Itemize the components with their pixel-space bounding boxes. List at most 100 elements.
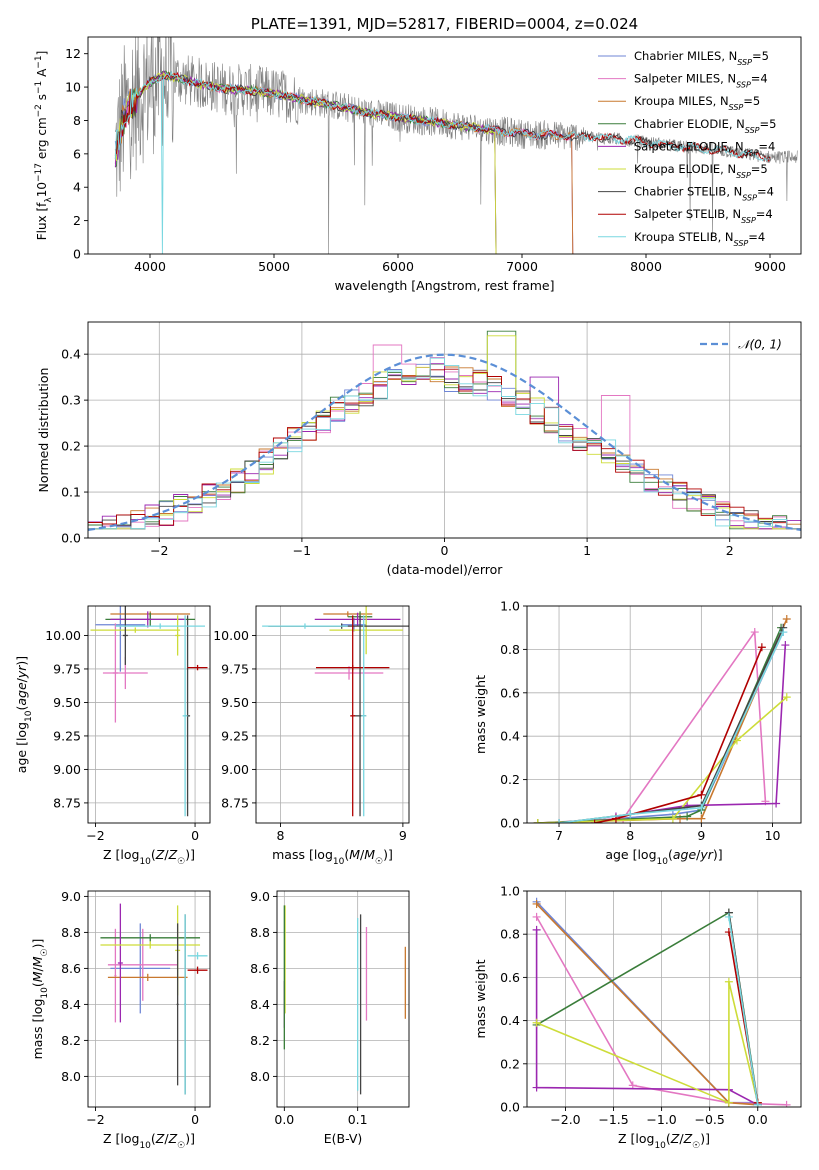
y-tick-label: 6 bbox=[73, 146, 81, 161]
legend-sub: SSP bbox=[741, 216, 756, 225]
legend-name: Salpeter MILES, N bbox=[634, 72, 736, 86]
x-axis-label: Z [log10(Z/Z☉)] bbox=[103, 1131, 195, 1151]
x-axis-label-part: )] bbox=[383, 847, 393, 862]
x-axis-label-part: / bbox=[679, 1131, 684, 1146]
model-line-salpeter-stelib bbox=[114, 71, 771, 163]
weight-point-kroupa-miles bbox=[782, 615, 791, 624]
y-tick-label: 0.6 bbox=[500, 970, 520, 985]
x-axis-label-part: )] bbox=[700, 1131, 710, 1146]
weight-point-kroupa-elodie bbox=[782, 693, 791, 702]
y-axis-label-part: erg cm bbox=[35, 117, 49, 163]
errorbar-plot-area bbox=[283, 905, 406, 1095]
mass-vs-ebv-panel: 0.0 0.1 8.0 8.2 8.4 8.6 8.8 9.0 E(B-V) bbox=[250, 889, 410, 1146]
y-axis-label-part: M bbox=[30, 971, 45, 982]
y-tick-label: 8.4 bbox=[61, 997, 81, 1012]
axes-frame bbox=[87, 36, 802, 255]
y-tick-label: 8 bbox=[73, 113, 81, 128]
y-tick-label: 9.0 bbox=[250, 889, 270, 904]
y-axis-label: mass weight bbox=[473, 959, 488, 1038]
weight-point-salpeter-elodie bbox=[772, 799, 781, 808]
x-axis-label-part: 10 bbox=[657, 857, 669, 867]
x-tick-label: 0 bbox=[191, 1112, 199, 1127]
legend-name: Chabrier ELODIE, N bbox=[634, 117, 745, 131]
weight-line-salpeter-stelib bbox=[594, 646, 763, 823]
y-axis-label-part: Normed distribution bbox=[36, 368, 51, 493]
x-axis-label: Z [log10(Z/Z☉)] bbox=[103, 847, 195, 867]
weight-point-salpeter-stelib bbox=[757, 643, 766, 652]
x-axis-label-part: 10 bbox=[654, 1141, 666, 1151]
x-tick-label: 6000 bbox=[382, 259, 414, 274]
y-tick-label: 9.75 bbox=[53, 661, 81, 676]
legend-value: =5 bbox=[751, 162, 768, 176]
histogram-kroupa-stelib bbox=[88, 357, 801, 530]
legend-name: Kroupa STELIB, N bbox=[634, 230, 734, 244]
y-tick-label: 8.8 bbox=[250, 925, 270, 940]
y-tick-label: 8.4 bbox=[250, 997, 270, 1012]
errorbar-plot-area bbox=[100, 903, 208, 1095]
x-tick-label: 0.0 bbox=[274, 1112, 294, 1127]
y-axis-label-part: mass weight bbox=[473, 959, 488, 1038]
legend-name: Chabrier MILES, N bbox=[634, 49, 737, 63]
legend-sub: SSP bbox=[736, 171, 751, 180]
mass-vs-z-panel: −2 08.08.28.48.68.89.0Z [log10(Z/Z☉)]mass… bbox=[30, 889, 211, 1151]
y-axis-label-part: )] bbox=[30, 939, 45, 949]
axes-frame bbox=[87, 890, 211, 1108]
x-axis-label: (data-model)/error bbox=[387, 562, 504, 577]
x-tick-label: 9 bbox=[697, 828, 705, 843]
legend-name: Chabrier STELIB, N bbox=[634, 185, 742, 199]
y-tick-label: 12 bbox=[65, 46, 81, 61]
y-axis-label-part: ☉ bbox=[40, 948, 50, 956]
y-axis-label-part: 10 bbox=[40, 987, 50, 999]
y-tick-label: 0.0 bbox=[500, 1100, 520, 1115]
residuals-panel: −2 −1 0 1 2 0.0 0.1 0.2 0.3 0.4 (data-model)/error… bbox=[36, 321, 802, 577]
y-tick-label: 10.00 bbox=[213, 628, 249, 643]
x-axis-label-part: M bbox=[349, 847, 360, 862]
y-axis-label-part: ] bbox=[35, 51, 49, 56]
y-tick-label: 0.4 bbox=[500, 729, 520, 744]
x-axis-label-part: ( bbox=[668, 847, 673, 862]
x-axis-label-part: E(B-V) bbox=[324, 1131, 363, 1146]
y-tick-label: 8.75 bbox=[221, 795, 249, 810]
x-axis-label-part: M bbox=[364, 847, 375, 862]
legend-entry-chabrier-elodie: Chabrier ELODIE, NSSP=5 bbox=[634, 117, 776, 135]
x-axis-label-part: wavelength [Angstrom, rest frame] bbox=[334, 278, 554, 293]
y-tick-label: 0.4 bbox=[61, 347, 81, 362]
y-tick-label: 0.8 bbox=[500, 642, 520, 657]
x-axis-label-part: Z bbox=[683, 1131, 693, 1146]
legend-sub: SSP bbox=[729, 103, 744, 112]
y-tick-label: 0.0 bbox=[61, 531, 81, 546]
y-tick-label: 8.0 bbox=[250, 1069, 270, 1084]
y-axis-label-part: ( bbox=[14, 706, 29, 711]
x-tick-label: 8 bbox=[277, 828, 285, 843]
legend-value: =5 bbox=[743, 94, 760, 108]
y-tick-label: 9.50 bbox=[221, 695, 249, 710]
x-axis-label-part: Z bbox=[168, 1131, 178, 1146]
weight-point-salpeter-elodie bbox=[781, 641, 790, 650]
weight-point-salpeter-elodie bbox=[532, 1083, 541, 1092]
y-tick-label: 10 bbox=[65, 80, 81, 95]
y-tick-label: 9.25 bbox=[221, 728, 249, 743]
weight-point-chabrier-elodie bbox=[683, 812, 692, 821]
y-axis-label-part: / bbox=[30, 966, 45, 971]
legend-value: =4 bbox=[748, 230, 765, 244]
x-axis-label: age [log10(age/yr)] bbox=[605, 847, 722, 867]
weight-point-kroupa-elodie bbox=[724, 1098, 733, 1107]
x-tick-label: 0 bbox=[191, 828, 199, 843]
y-axis-label: age [log10(age/yr)] bbox=[14, 656, 34, 773]
axes-frame bbox=[276, 890, 410, 1108]
x-axis-label-part: ☉ bbox=[177, 857, 185, 867]
weight-point-kroupa-stelib bbox=[779, 628, 788, 637]
x-tick-label: 9 bbox=[399, 828, 407, 843]
legend-value: =4 bbox=[757, 185, 774, 199]
x-axis-label-part: / bbox=[360, 847, 365, 862]
x-axis-label-part: Z [log bbox=[618, 1131, 654, 1146]
spectrum-panel: 4000 5000 6000 7000 8000 9000 0 2 4 6 8 10 12 PLATE=1… bbox=[34, 15, 802, 293]
y-tick-label: 0.0 bbox=[500, 816, 520, 831]
x-tick-label: −2 bbox=[86, 828, 104, 843]
legend-sub: SSP bbox=[734, 238, 749, 247]
x-axis-label-part: ( bbox=[344, 847, 349, 862]
x-axis-label-part: / bbox=[696, 847, 701, 862]
y-axis-label: mass weight bbox=[473, 675, 488, 754]
